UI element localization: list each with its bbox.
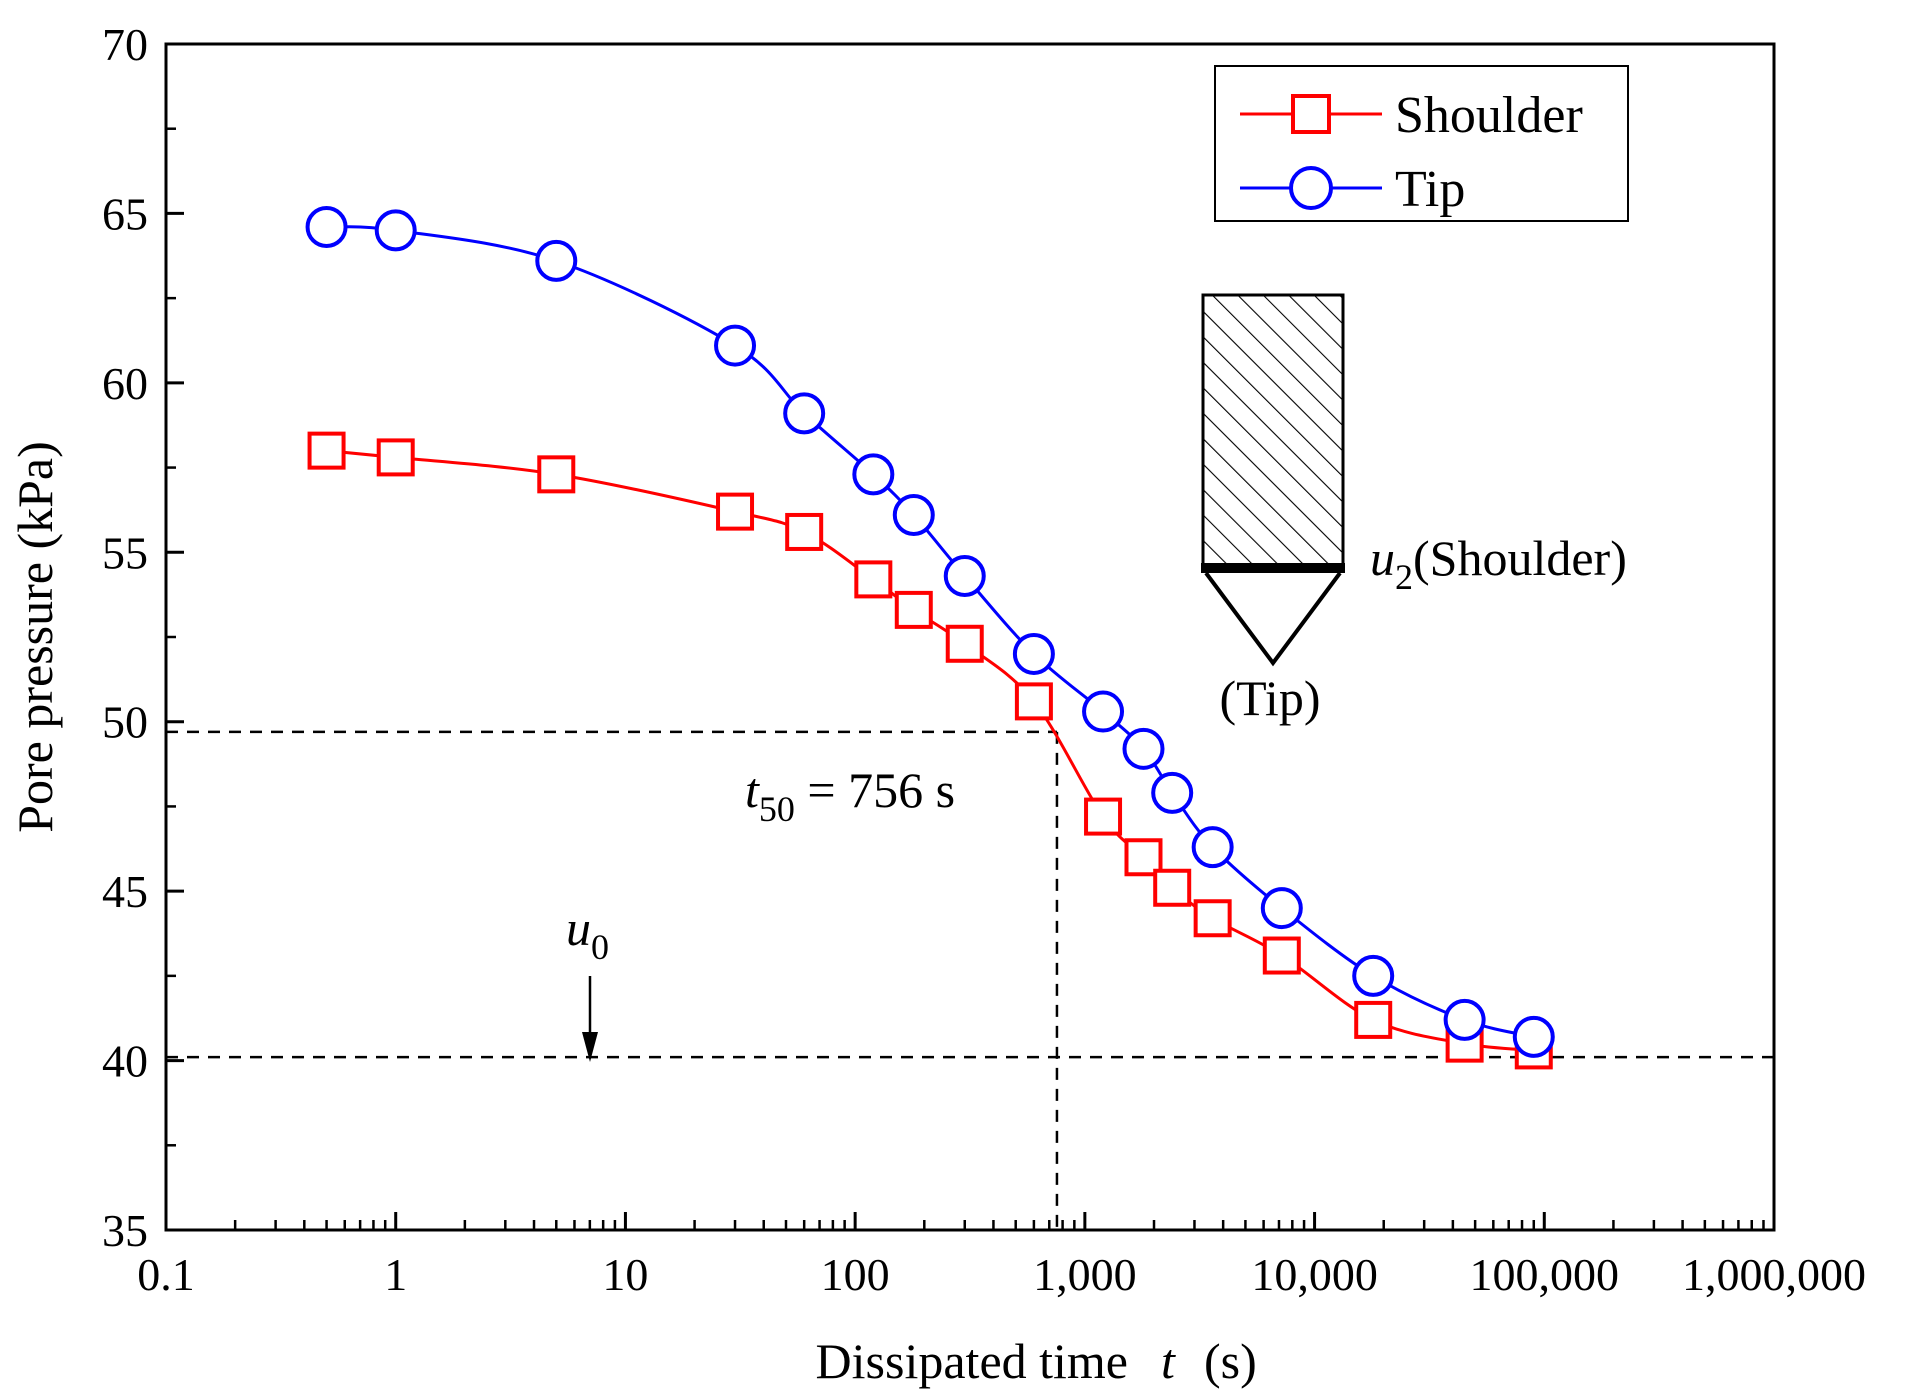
legend: Shoulder Tip — [1214, 65, 1629, 222]
shoulder-point — [945, 624, 984, 663]
legend-circle-marker — [1289, 166, 1333, 210]
shoulder-point — [1014, 682, 1053, 721]
legend-square-marker — [1291, 94, 1331, 134]
y-axis-title: Pore pressure (kPa) — [7, 441, 63, 833]
tip-point — [1082, 690, 1125, 733]
x-tick-label: 100,000 — [1470, 1249, 1620, 1300]
legend-entry-shoulder: Shoulder — [1240, 87, 1583, 144]
tip-label: (Tip) — [1220, 670, 1321, 726]
tip-point — [1191, 826, 1234, 869]
shoulder-point — [1124, 838, 1163, 877]
x-tick-label: 1,000 — [1033, 1249, 1137, 1300]
u2-label: u2(Shoulder) — [1370, 530, 1627, 597]
legend-label-shoulder: Shoulder — [1395, 87, 1583, 144]
tip-point — [783, 392, 826, 435]
tip-point — [852, 453, 895, 496]
tip-point — [1512, 1015, 1555, 1058]
x-tick-label: 10,000 — [1251, 1249, 1378, 1300]
y-tick-label: 60 — [102, 358, 148, 409]
x-tick-label: 10 — [602, 1249, 648, 1300]
x-tick-label: 0.1 — [137, 1249, 195, 1300]
u0-symbol: u — [566, 900, 591, 956]
u2-subscript: 2 — [1395, 557, 1413, 597]
x-axis-title-text: Dissipated time — [816, 1333, 1128, 1389]
tip-point — [714, 324, 757, 367]
shoulder-point — [376, 438, 415, 477]
x-tick-label: 100 — [821, 1249, 890, 1300]
series-tip — [305, 205, 1555, 1058]
shoulder-point — [1153, 868, 1192, 907]
u2-text: (Shoulder) — [1413, 530, 1627, 586]
y-tick-label: 50 — [102, 697, 148, 748]
shoulder-point — [1084, 797, 1123, 836]
shoulder-point — [854, 560, 893, 599]
shoulder-point — [1262, 936, 1301, 975]
x-axis-title: Dissipated time t (s) — [816, 1333, 1257, 1389]
y-tick-label: 45 — [102, 866, 148, 917]
tip-point — [374, 209, 417, 252]
legend-label-tip: Tip — [1395, 161, 1465, 218]
shoulder-point — [716, 492, 755, 531]
plot-frame — [164, 42, 1776, 1232]
u0-annotation: u0 — [566, 900, 609, 1062]
x-tick-label: 1 — [384, 1249, 407, 1300]
shoulder-point — [307, 431, 346, 470]
u0-subscript: 0 — [591, 927, 609, 967]
shoulder-filter — [1201, 563, 1345, 573]
y-tick-label: 40 — [102, 1036, 148, 1087]
tip-point — [892, 494, 935, 537]
y-tick-label: 55 — [102, 527, 148, 578]
piezocone-schematic: u2(Shoulder) (Tip) — [1201, 293, 1627, 726]
svg-text:u0: u0 — [566, 900, 609, 967]
reference-lines — [166, 730, 1774, 1230]
x-axis-title-symbol: t — [1161, 1333, 1176, 1389]
tip-point — [1012, 632, 1055, 675]
shoulder-point — [537, 455, 576, 494]
shoulder-point — [1354, 1000, 1393, 1039]
tip-point — [305, 205, 348, 248]
tip-line — [326, 225, 1535, 1039]
tip-point — [1352, 954, 1395, 997]
shoulder-point — [785, 512, 824, 551]
legend-entry-tip: Tip — [1240, 161, 1465, 218]
tip-point — [1151, 771, 1194, 814]
y-tick-label: 70 — [102, 19, 148, 70]
tip-point — [1122, 727, 1165, 770]
t50-annotation: t50 = 756 s — [745, 762, 955, 829]
shoulder-point — [894, 590, 933, 629]
y-tick-label: 65 — [102, 188, 148, 239]
data-series — [305, 205, 1555, 1070]
u2-symbol: u — [1370, 530, 1395, 586]
tip-point — [1260, 887, 1303, 930]
axes: 35 40 45 50 55 60 65 70 0.1 1 10 100 1,000 10,000 100,… — [102, 19, 1866, 1300]
legend-box — [1214, 65, 1629, 222]
tip-point — [1443, 998, 1486, 1041]
t50-text: = 756 s — [795, 762, 955, 818]
x-tick-label: 1,000,000 — [1682, 1249, 1866, 1300]
y-tick-label: 35 — [102, 1205, 148, 1256]
cone-tip — [1204, 571, 1342, 667]
u0-arrow-head — [582, 1032, 598, 1062]
tip-point — [535, 239, 578, 282]
t50-subscript: 50 — [759, 789, 795, 829]
x-axis-title-unit: (s) — [1204, 1333, 1257, 1389]
t50-symbol: t — [745, 762, 760, 818]
cone-shaft — [1201, 293, 1345, 570]
tip-point — [943, 555, 986, 598]
shoulder-point — [1193, 899, 1232, 938]
